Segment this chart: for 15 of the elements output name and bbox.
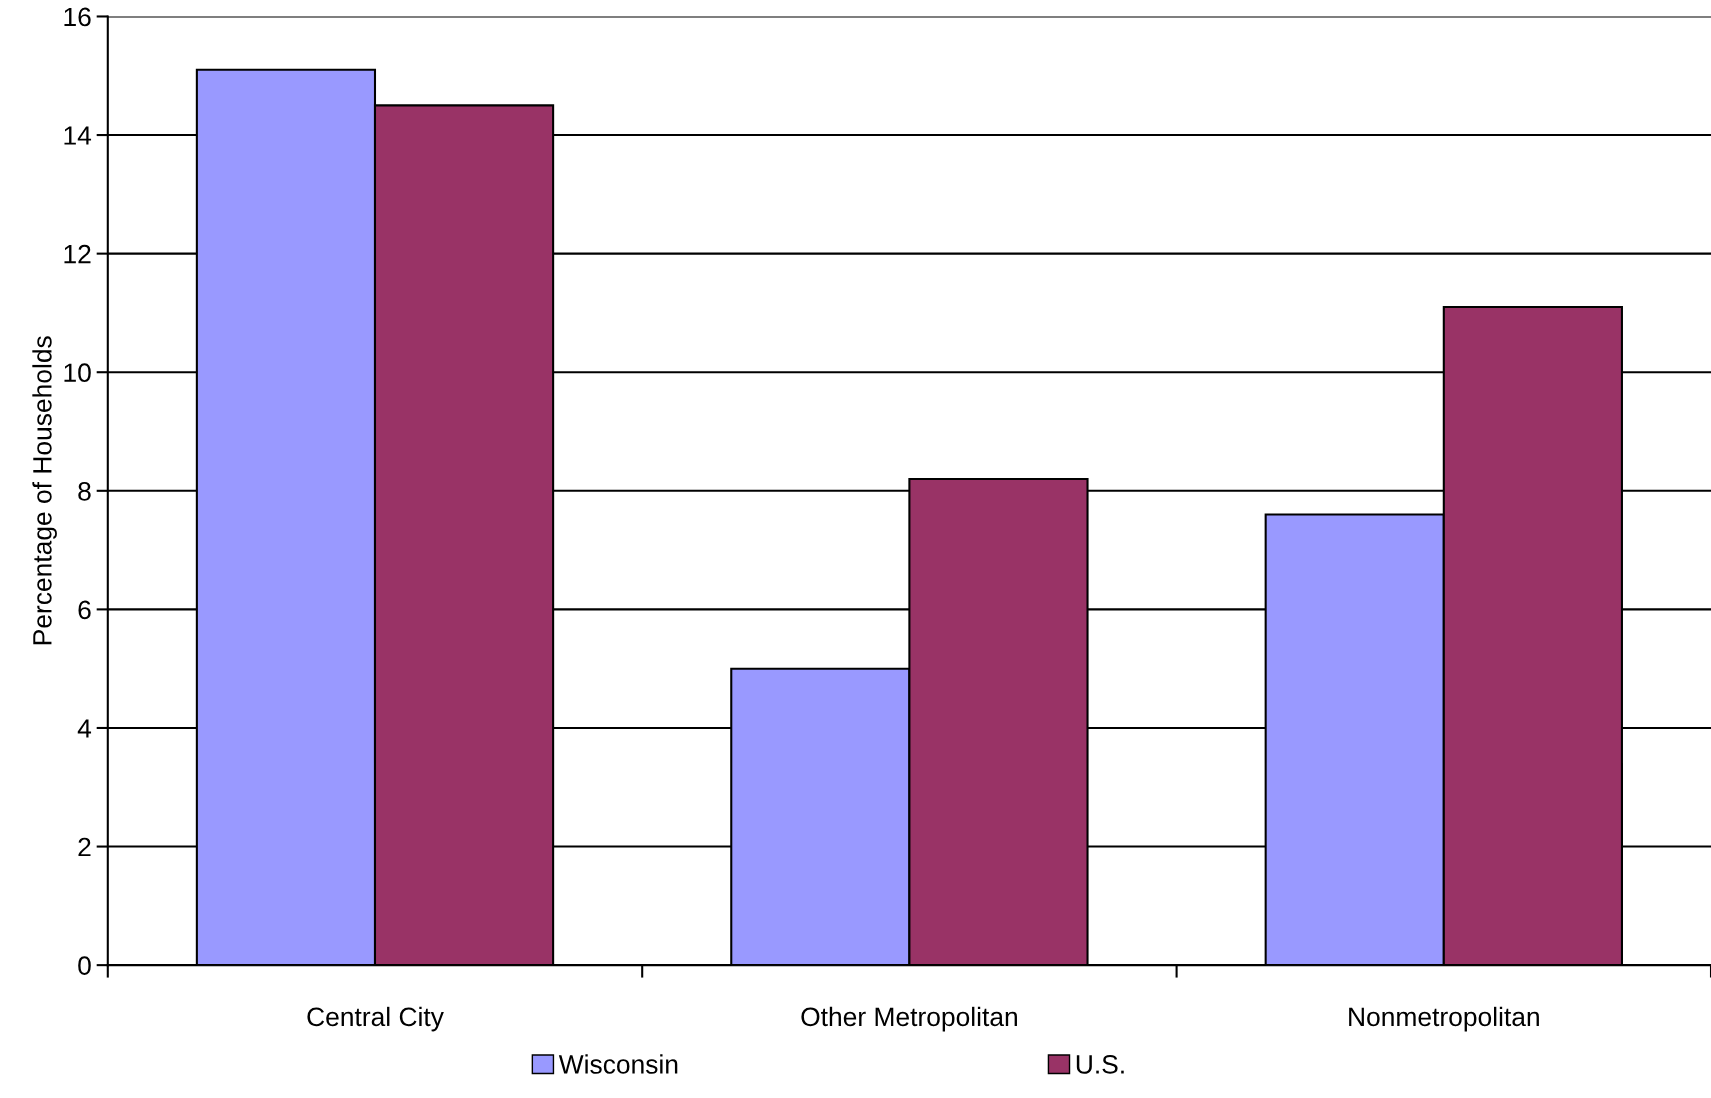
- y-tick-label: 14: [64, 126, 92, 145]
- y-axis-title: Percentage of Households: [32, 336, 57, 645]
- y-tick-label: 8: [78, 481, 91, 501]
- x-tick-label: Other Metropolitan: [801, 1006, 1017, 1032]
- y-tick-label: 10: [64, 363, 91, 383]
- legend-label: Wisconsin: [558, 1054, 678, 1074]
- y-tick-label: 12: [64, 244, 91, 264]
- y-tick-label: 6: [78, 600, 91, 620]
- y-tick-label: 2: [78, 837, 91, 857]
- x-tick-label: Central City: [307, 1006, 444, 1032]
- y-tick-label: 4: [77, 719, 92, 738]
- x-tick-label: Nonmetropolitan: [1349, 1006, 1539, 1032]
- y-tick-label: 0: [78, 956, 91, 975]
- y-tick-label: 16: [64, 7, 91, 27]
- legend-label: U.S.: [1076, 1055, 1124, 1074]
